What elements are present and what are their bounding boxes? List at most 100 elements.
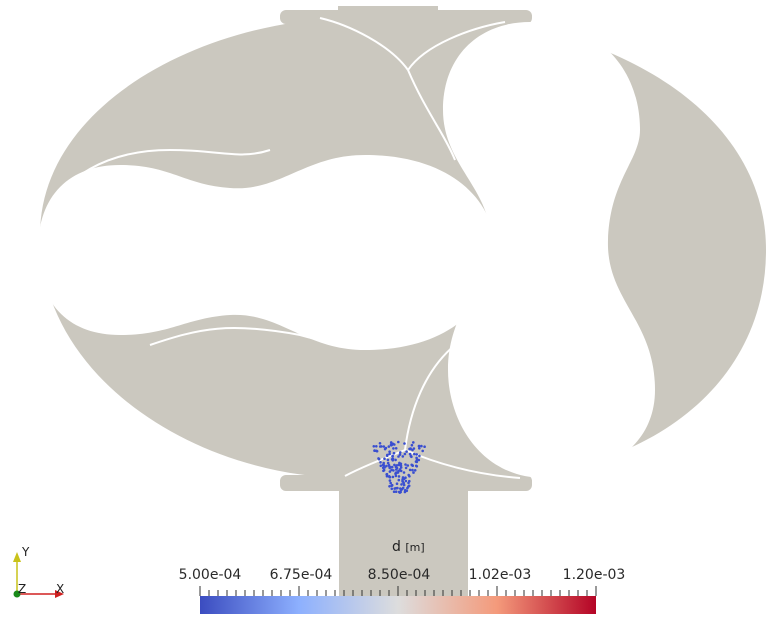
- colorbar-unit: [m]: [405, 541, 425, 554]
- particle: [415, 456, 418, 460]
- particle: [412, 441, 415, 444]
- particle: [383, 447, 387, 451]
- particle: [390, 468, 393, 472]
- particle: [417, 458, 421, 462]
- particle: [391, 475, 395, 479]
- particle: [392, 451, 396, 455]
- particle: [390, 487, 394, 491]
- particle: [392, 447, 395, 450]
- seal-line-top-down: [407, 69, 456, 161]
- particle: [394, 458, 397, 462]
- axis-label-z: Z: [18, 582, 27, 596]
- particle: [397, 440, 400, 444]
- right-rotor-cavity: [443, 22, 655, 478]
- particle: [372, 445, 376, 448]
- left-rotor-gap-top: [41, 148, 271, 226]
- particle: [394, 447, 398, 450]
- particle: [411, 468, 414, 472]
- particle: [386, 453, 389, 457]
- particle: [404, 463, 407, 466]
- particle: [402, 471, 406, 474]
- particle: [397, 455, 400, 458]
- particle: [408, 479, 411, 483]
- particle: [386, 461, 390, 465]
- particle: [417, 444, 421, 448]
- particle: [382, 463, 385, 467]
- particle: [392, 490, 396, 494]
- particle: [378, 445, 382, 448]
- particle: [406, 486, 409, 490]
- particle: [378, 442, 382, 445]
- outlet-duct: [339, 478, 468, 614]
- particle: [373, 449, 377, 453]
- particle: [385, 472, 389, 476]
- particle: [402, 483, 406, 487]
- particle: [415, 453, 419, 456]
- particle: [400, 483, 403, 486]
- colorbar-tick-label: 5.00e-04: [178, 567, 242, 583]
- particle: [408, 452, 412, 456]
- particle: [394, 486, 398, 490]
- particle: [409, 454, 413, 458]
- particle: [395, 466, 399, 470]
- particle: [397, 475, 401, 478]
- particle: [388, 470, 392, 473]
- particle: [397, 478, 401, 482]
- particle: [412, 447, 416, 450]
- particle: [399, 451, 402, 454]
- particle: [391, 455, 394, 458]
- particle: [382, 468, 386, 472]
- particle: [405, 450, 408, 453]
- particle: [412, 471, 415, 474]
- inlet-port-neck: [338, 6, 438, 20]
- seal-line-top-right: [407, 21, 506, 71]
- particle: [388, 450, 391, 454]
- particle: [406, 464, 410, 467]
- particle: [395, 482, 399, 486]
- seal-line-bottom-left: [344, 449, 406, 477]
- particle: [398, 453, 402, 456]
- particle: [382, 445, 386, 448]
- particle: [399, 490, 403, 494]
- particle: [398, 461, 401, 465]
- particle: [420, 444, 423, 448]
- particle: [403, 452, 407, 456]
- particle: [375, 445, 378, 448]
- particle: [408, 447, 411, 451]
- colorbar-tick-label: 1.02e-03: [468, 567, 532, 583]
- particle: [387, 445, 391, 448]
- left-rotor-cavity: [38, 155, 495, 350]
- colorbar-ticks: [199, 586, 597, 596]
- seal-line-top-left: [319, 17, 409, 71]
- particle: [407, 473, 411, 477]
- particle: [388, 479, 392, 482]
- particle: [388, 452, 391, 456]
- particle: [401, 478, 404, 481]
- axis-label-y: Y: [22, 545, 30, 559]
- particle: [404, 479, 408, 483]
- particle: [403, 490, 407, 494]
- particle: [388, 475, 392, 479]
- particle: [401, 486, 405, 490]
- particle: [389, 481, 393, 485]
- particle: [379, 464, 383, 468]
- colorbar: [200, 596, 596, 614]
- particle: [394, 474, 398, 478]
- particle: [394, 490, 398, 494]
- particle-cloud: [372, 440, 426, 494]
- particle: [390, 465, 394, 469]
- particle: [399, 488, 403, 492]
- particle: [411, 464, 414, 467]
- particle: [383, 466, 386, 469]
- particle: [377, 457, 381, 461]
- particle: [421, 449, 425, 453]
- colorbar-tick-label: 6.75e-04: [269, 567, 333, 583]
- particle: [394, 472, 397, 476]
- particle: [423, 445, 426, 449]
- colorbar-title: d [m]: [392, 539, 425, 555]
- particle: [393, 463, 396, 467]
- axis-label-x: X: [56, 582, 65, 596]
- particle: [389, 443, 393, 447]
